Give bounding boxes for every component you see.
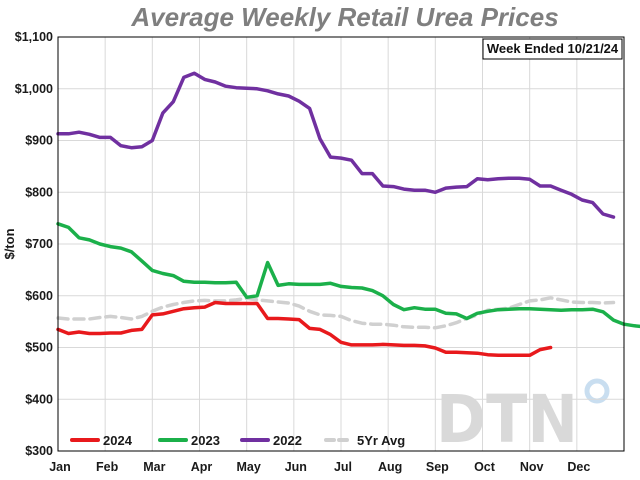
y-tick-label: $900 xyxy=(25,134,53,148)
legend-label: 2022 xyxy=(273,433,302,448)
legend-label: 2023 xyxy=(191,433,220,448)
chart-title: Average Weekly Retail Urea Prices xyxy=(130,2,558,32)
x-tick-label: Feb xyxy=(96,460,119,474)
legend-label: 5Yr Avg xyxy=(357,433,405,448)
y-tick-label: $800 xyxy=(25,185,53,199)
week-ended-label: Week Ended 10/21/24 xyxy=(487,41,619,56)
x-tick-label: Dec xyxy=(567,460,590,474)
series-line-2024 xyxy=(56,300,553,358)
x-tick-label: Aug xyxy=(378,460,402,474)
logo-ring xyxy=(584,378,610,404)
y-axis-label: $/ton xyxy=(2,228,17,259)
y-tick-label: $1,100 xyxy=(15,30,53,44)
x-tick-label: Oct xyxy=(474,460,496,474)
series-line-2023 xyxy=(56,222,640,329)
y-tick-label: $400 xyxy=(25,392,53,406)
x-tick-label: Nov xyxy=(520,460,544,474)
y-tick-label: $700 xyxy=(25,237,53,251)
x-tick-label: Jul xyxy=(334,460,352,474)
legend-label: 2024 xyxy=(103,433,133,448)
x-tick-label: Jan xyxy=(49,460,71,474)
y-tick-label: $500 xyxy=(25,341,53,355)
x-tick-label: May xyxy=(237,460,261,474)
y-tick-label: $600 xyxy=(25,289,53,303)
x-tick-label: Mar xyxy=(143,460,165,474)
plot-area-border xyxy=(57,36,625,452)
x-tick-label: Apr xyxy=(191,460,213,474)
dtn-logo: DTN xyxy=(436,378,610,458)
y-tick-label: $300 xyxy=(25,444,53,458)
series-lines xyxy=(56,71,640,358)
series-line-2022 xyxy=(56,71,616,219)
x-axis-ticks: Jan Feb Mar Apr May Jun Jul Aug Sep Oct Nov Dec xyxy=(49,460,590,474)
series-line-5yr-avg xyxy=(56,296,616,330)
svg-text:DTN: DTN xyxy=(436,381,578,458)
x-tick-label: Jun xyxy=(285,460,307,474)
y-axis-ticks: $300 $400 $500 $600 $700 $800 $900 $1,000 $1,100 xyxy=(15,30,53,458)
x-tick-label: Sep xyxy=(426,460,449,474)
legend: 2024 2023 2022 5Yr Avg xyxy=(70,433,405,448)
grid xyxy=(58,36,624,452)
week-ended-box: Week Ended 10/21/24 xyxy=(482,38,623,60)
y-tick-label: $1,000 xyxy=(15,82,53,96)
